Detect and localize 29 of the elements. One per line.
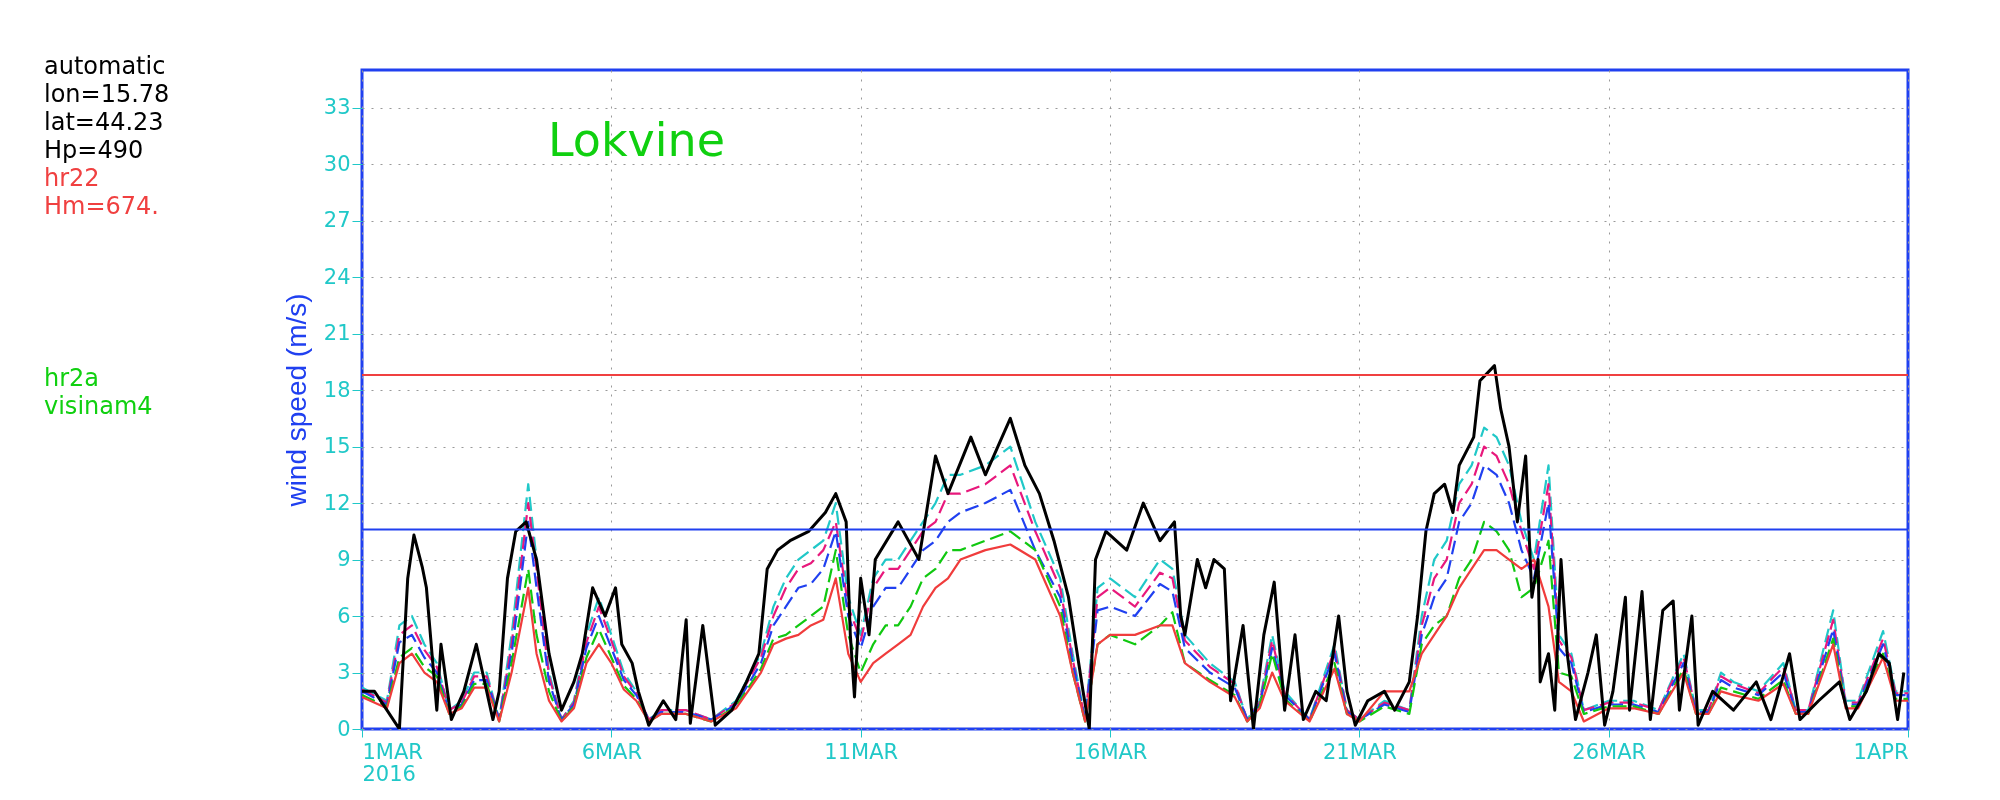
y-tick-label: 30 [323, 151, 351, 176]
text: visinam4 [44, 392, 153, 420]
y-tick-label: 27 [323, 208, 351, 233]
x-tick-label: 26MAR [1572, 739, 1647, 764]
y-tick-label: 0 [337, 716, 351, 741]
x-tick-label: 16MAR [1073, 739, 1148, 764]
y-tick-label: 6 [337, 603, 351, 628]
text: hr2a [44, 364, 100, 392]
y-tick-label: 21 [323, 321, 351, 346]
y-tick-label: 24 [323, 264, 351, 289]
x-tick-label: 11MAR [824, 739, 899, 764]
text: lon=15.78 [44, 80, 170, 108]
x-tick-label: 1APR [1853, 739, 1909, 764]
x-tick-label: 6MAR [581, 739, 643, 764]
y-tick-label: 9 [337, 547, 351, 572]
text: Hp=490 [44, 136, 144, 164]
text: lat=44.23 [44, 108, 164, 136]
text: automatic [44, 52, 166, 80]
text: Lokvine [548, 113, 726, 167]
x-tick-label: 1MAR 2016 [362, 739, 423, 786]
y-axis-title: wind speed (m/s) [280, 293, 312, 508]
y-tick-label: 33 [323, 95, 351, 120]
y-tick-label: 18 [323, 377, 351, 402]
y-tick-label: 3 [337, 660, 351, 685]
y-tick-label: 12 [323, 490, 351, 515]
y-tick-label: 15 [323, 434, 351, 459]
text: Hm=674. [44, 192, 159, 220]
text: hr22 [44, 164, 100, 192]
x-tick-label: 21MAR [1323, 739, 1397, 764]
